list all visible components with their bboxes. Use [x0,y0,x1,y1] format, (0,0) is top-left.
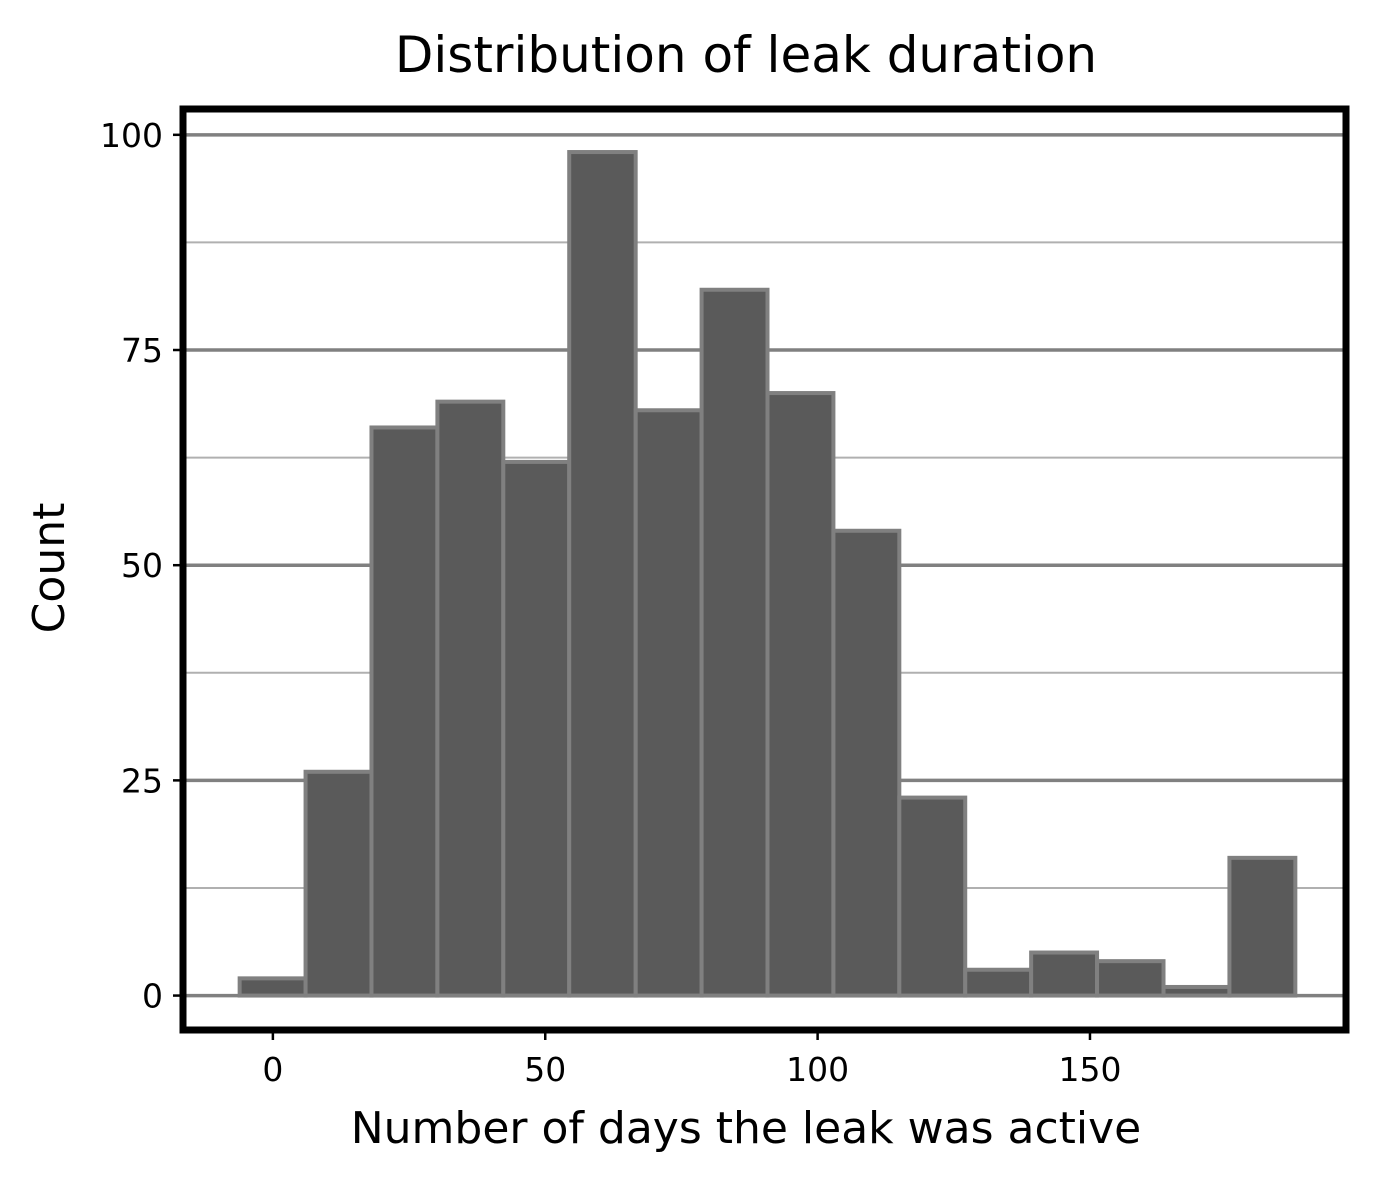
histogram-bar [501,459,572,998]
plot-frame [179,105,1350,1034]
y-tick-label: 25 [121,761,163,800]
y-tick-label: 0 [142,977,163,1016]
histogram-bar [699,287,770,998]
y-tick-label: 75 [121,331,163,370]
y-tick-label: 100 [100,116,163,155]
histogram-bar [1095,959,1166,998]
histogram-bar [831,528,902,998]
histogram-bar [237,976,308,998]
ticks-layer: 0 25 50 75 100 0 50 100 150 [100,116,1121,1089]
x-tick-label: 50 [524,1050,566,1089]
histogram-bar [633,408,704,998]
x-axis-label: Number of days the leak was active [351,1103,1142,1154]
histogram-bar [303,769,374,998]
x-tick-label: 100 [786,1050,849,1089]
histogram-bar [435,399,506,998]
x-tick-label: 150 [1058,1050,1121,1089]
y-axis-label: Count [24,503,75,634]
histogram-bar [1161,984,1232,998]
histogram-bar [765,391,836,998]
histogram-bar [567,150,638,998]
histogram-bar [897,795,968,998]
x-tick-label: 0 [262,1050,283,1089]
histogram-bar [1029,950,1100,998]
y-tick-label: 50 [121,546,163,585]
chart-title: Distribution of leak duration [395,26,1097,84]
histogram-bar [963,967,1034,998]
histogram-bar [1227,855,1298,998]
histogram-bar [369,425,440,998]
bars-layer [237,150,1298,998]
